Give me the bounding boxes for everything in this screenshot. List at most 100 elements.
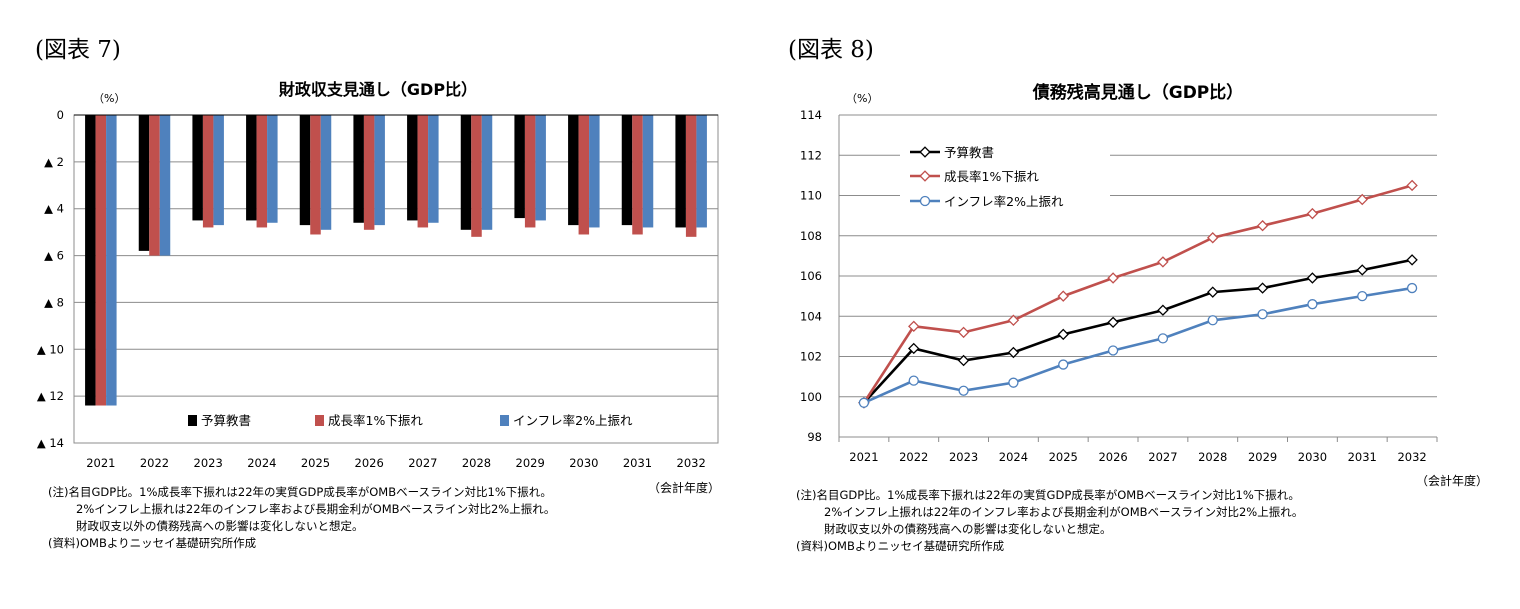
note-line: (注)名目GDP比。1%成長率下振れは22年の実質GDP成長率がOMBベースライ… [796,488,1300,502]
bar [246,115,257,221]
figure-label: (図表 8) [788,37,874,63]
bar [299,115,311,226]
bar [417,115,429,228]
bar [159,115,171,256]
bar [481,115,493,230]
bar [589,115,600,228]
data-point [1357,290,1368,302]
bar [256,115,268,228]
bar [696,115,707,228]
data-point [1356,264,1368,276]
data-point [1157,256,1169,268]
data-point [919,170,931,182]
bar [621,115,633,226]
x-tick-label: 2031 [623,456,652,470]
series-line [862,184,1413,404]
x-tick-label: 2030 [1298,450,1327,464]
data-point [1207,286,1219,298]
chart-notes: (注)名目GDP比。1%成長率下振れは22年の実質GDP成長率がOMBベースライ… [48,484,555,552]
data-point [1207,232,1219,244]
y-tick-label: ▲ 4 [44,202,64,216]
plot-area-border [73,114,719,444]
y-tick-label: ▲ 6 [44,249,64,263]
bar [632,115,643,235]
x-tick-label: 2027 [1148,450,1177,464]
note-line: 財政収支以外の債務残高への影響は変化しないと想定。 [824,522,1112,536]
legend-label: 予算教書 [201,413,251,428]
data-point [1356,193,1368,206]
x-tick-label: 2032 [1397,450,1426,464]
data-point [1306,207,1319,220]
bar [568,115,579,226]
data-point [957,354,970,367]
y-tick-label: 104 [800,309,822,323]
x-tick-label: 2021 [849,450,878,464]
figure-label: (図表 7) [35,37,121,63]
x-tick-label: 2030 [569,456,598,470]
x-tick-label: 2022 [899,450,928,464]
bar [85,115,96,406]
bar [213,115,224,226]
note-line: 2%インフレ上振れは22年のインフレ率および長期金利がOMBベースライン対比2%… [824,505,1304,519]
legend-label: 成長率1%下振れ [944,169,1039,184]
data-point [908,320,920,333]
data-point [1057,290,1069,302]
bar [138,115,150,251]
data-point [919,146,931,158]
series-line [862,258,1413,404]
x-tick-label: 2026 [1098,450,1127,464]
data-point [1057,328,1069,341]
bar [149,115,160,256]
chart-panel-fiscal-balance: (図表 7) 財政収支見通し（GDP比） （%） 0 ▲ 2 ▲ 4 ▲ 6 ▲ 8 ▲ 10… [35,37,720,552]
data-point [1107,272,1119,284]
bar [267,115,278,223]
x-tick-label: 2026 [355,456,384,470]
data-point [1107,345,1119,356]
bar [95,115,107,406]
x-tick-label: 2028 [1198,450,1227,464]
y-tick-label: ▲ 2 [44,155,64,169]
x-tick-label: 2025 [1049,450,1078,464]
data-point [1207,315,1218,326]
bar [106,115,117,406]
legend-label: インフレ率2%上振れ [944,194,1064,209]
bar [524,115,536,228]
bar [535,115,546,221]
bar [407,115,418,221]
x-tick-label: 2024 [247,456,276,470]
y-tick-label: 100 [800,390,822,404]
data-point [1307,299,1318,310]
chart-title: 財政収支見通し（GDP比） [279,80,477,99]
x-tick-label: 2032 [677,456,706,470]
data-point [1256,282,1269,294]
x-tick-label: 2028 [462,456,491,470]
y-tick-label: ▲ 14 [37,436,64,450]
legend-swatch [315,415,324,426]
x-tick-label: 2022 [140,456,169,470]
chart-title: 債務残高見通し（GDP比） [1032,82,1244,103]
y-tick-label: ▲ 8 [44,295,64,309]
x-tick-label: 2027 [408,456,437,470]
legend-swatch [500,415,509,426]
x-tick-label: 2031 [1348,450,1377,464]
legend-label: 予算教書 [944,145,994,160]
data-point [908,375,919,386]
bar [471,115,482,237]
data-point [858,397,870,408]
data-point [1406,179,1418,192]
x-tick-label: 2023 [949,450,978,464]
note-line: (資料)OMBよりニッセイ基礎研究所作成 [48,536,257,550]
bar [353,115,364,223]
bar [192,115,203,221]
data-point [1157,304,1169,316]
y-axis-unit: （%） [846,92,878,105]
bar [685,115,697,237]
data-point [1406,254,1418,266]
data-point [957,326,970,339]
data-point [1007,314,1020,326]
chart-notes: (注)名目GDP比。1%成長率下振れは22年の実質GDP成長率がOMBベースライ… [796,487,1303,555]
chart-panel-debt-outstanding: (図表 8) 債務残高見通し（GDP比） （%） 98 100 102 104 106 108… [760,0,1520,609]
bar [363,115,375,230]
bar [202,115,214,228]
x-tick-label: 2023 [194,456,223,470]
